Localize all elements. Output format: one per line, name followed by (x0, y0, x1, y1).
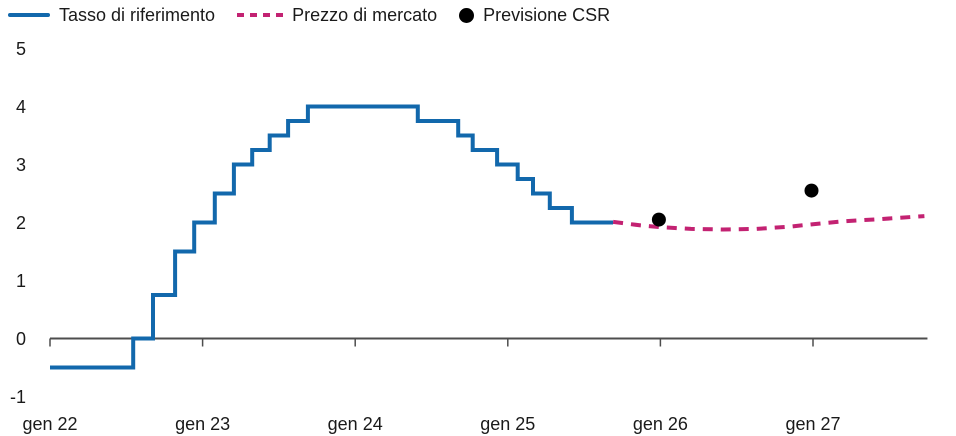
legend-item-tasso-di-riferimento: Tasso di riferimento (8, 5, 215, 26)
market-price-dashed-line (612, 214, 925, 232)
legend-item-previsione-csr: Previsione CSR (459, 5, 610, 26)
y-axis-tick-label: 5 (16, 39, 26, 59)
x-axis-tick-label: gen 23 (175, 414, 230, 434)
policy-rate-step-line (50, 104, 614, 370)
y-axis-tick-label: 0 (16, 329, 26, 349)
legend-label-previsione-csr: Previsione CSR (483, 4, 611, 25)
series-layer (50, 104, 925, 370)
y-axis-labels: -1 0 1 2 3 4 5 (10, 39, 26, 407)
legend-item-prezzo-di-mercato: Prezzo di mercato (237, 5, 437, 26)
legend-label-tasso-di-riferimento: Tasso di riferimento (59, 4, 216, 25)
x-axis-labels: gen 22 gen 23 gen 24 gen 25 gen 26 gen 27 (22, 414, 840, 434)
solid-line-swatch-icon (8, 13, 50, 17)
x-axis-tick-label: gen 27 (785, 414, 840, 434)
y-axis-tick-label: 2 (16, 213, 26, 233)
dashed-line-swatch-icon (237, 13, 284, 17)
legend-label-prezzo-di-mercato: Prezzo di mercato (292, 4, 438, 25)
x-axis-tick-label: gen 26 (633, 414, 688, 434)
csr-forecast-dot (651, 212, 666, 227)
y-axis-tick-label: -1 (10, 387, 26, 407)
y-axis-tick-label: 4 (16, 97, 26, 117)
x-axis (49, 337, 928, 347)
x-axis-tick-label: gen 25 (480, 414, 535, 434)
y-axis-tick-label: 1 (16, 271, 26, 291)
y-axis-tick-label: 3 (16, 155, 26, 175)
dot-swatch-icon (459, 7, 475, 23)
x-axis-tick-label: gen 22 (22, 414, 77, 434)
chart-legend: Tasso di riferimento Prezzo di mercato P… (8, 4, 610, 26)
x-axis-tick-label: gen 24 (328, 414, 383, 434)
csr-forecast-dot (804, 183, 819, 198)
